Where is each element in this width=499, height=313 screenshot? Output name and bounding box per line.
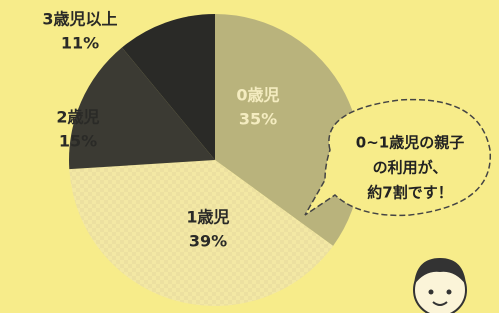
value-label: 39% [189,232,227,251]
slice-label: 1歳児 [186,208,229,227]
value-label: 15% [59,132,97,151]
annotation-line: の利用が、 [373,159,448,177]
slice-label: 2歳児 [56,108,99,127]
chart: 0歳児 35% 1歳児 39% 2歳児 15% 3歳児以上 11% 0~1歳児の親子 の利用が… [0,0,499,313]
pie [69,14,361,306]
slice-label: 0歳児 [236,86,279,105]
value-label: 11% [61,34,99,53]
face-icon [414,258,466,313]
annotation-line: 約7割です！ [367,184,452,202]
value-label: 35% [239,110,277,129]
annotation-line: 0~1歳児の親子 [356,134,464,152]
slice-label: 3歳児以上 [42,10,117,29]
